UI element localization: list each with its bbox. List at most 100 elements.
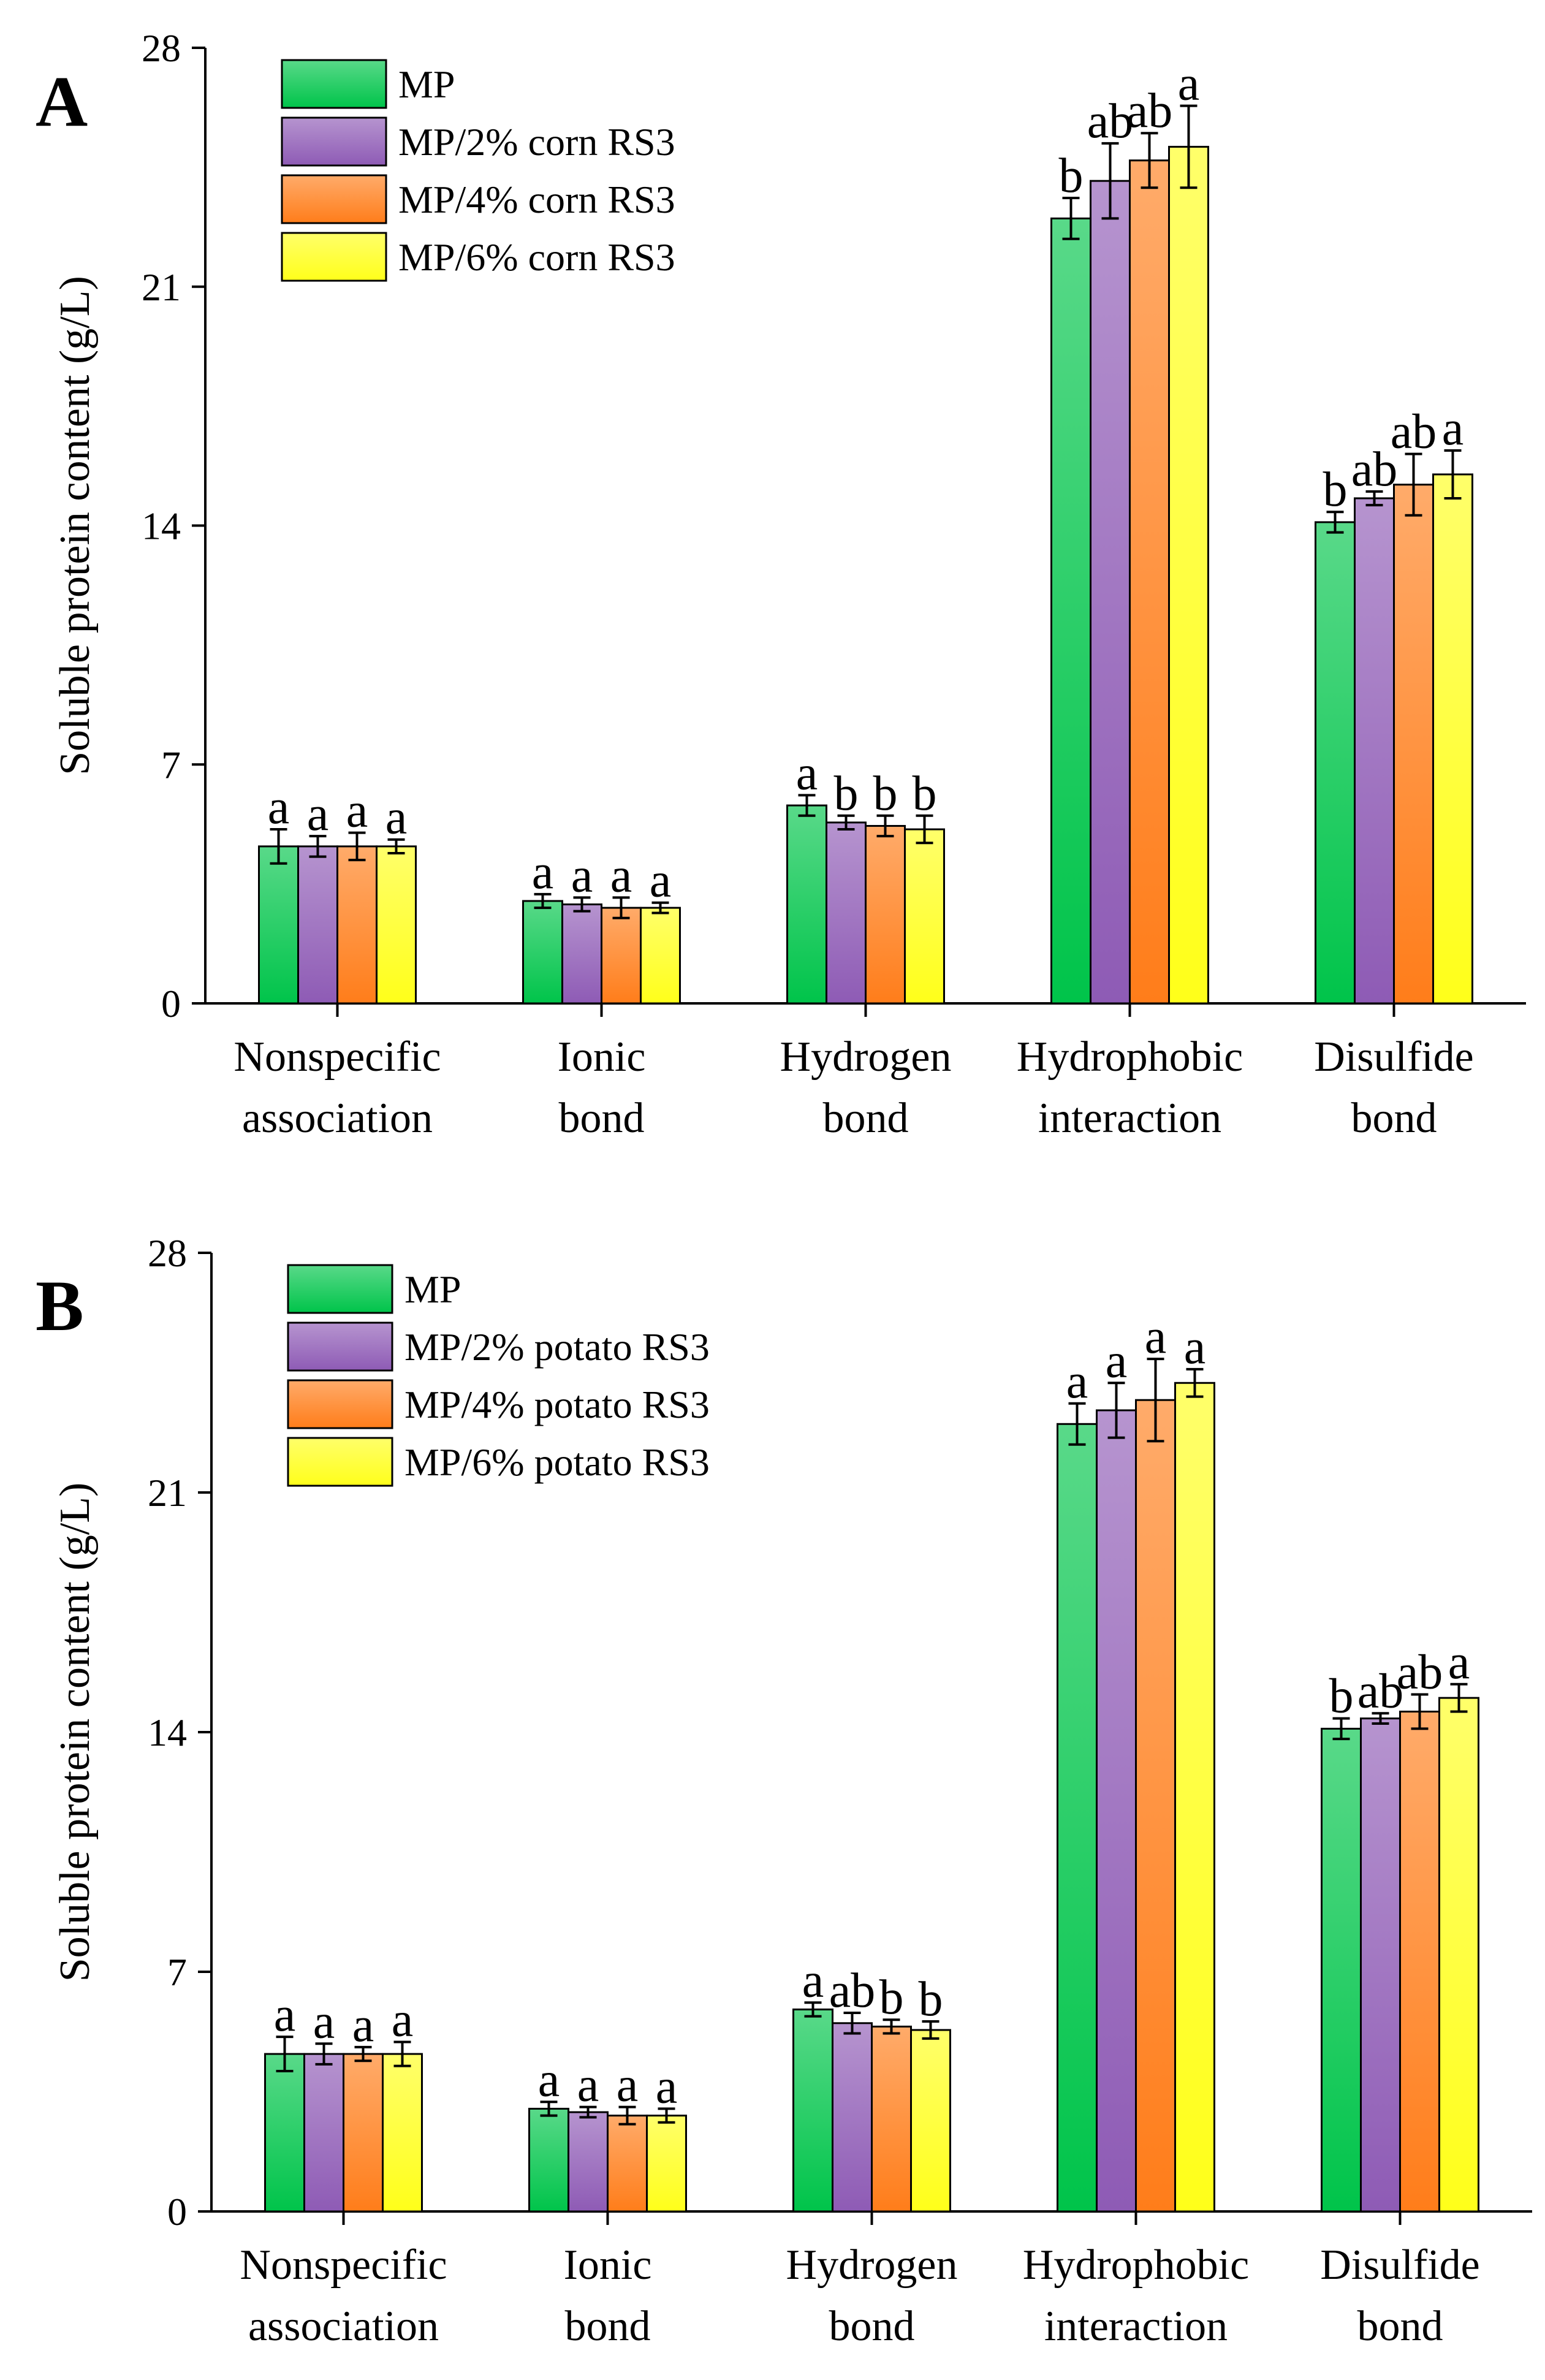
y-axis-title: Soluble protein content (g/L) (51, 1483, 99, 1982)
significance-label: a (385, 791, 408, 845)
panel-label: A (36, 61, 88, 142)
panel-label: B (36, 1266, 84, 1346)
significance-label: b (879, 1971, 904, 2025)
significance-label: a (346, 784, 368, 838)
bar (376, 845, 417, 1005)
bar (336, 845, 378, 1005)
significance-label: b (1059, 149, 1084, 203)
bar (865, 824, 906, 1005)
significance-label: a (1145, 1310, 1167, 1364)
x-tick-label: bond (823, 1095, 909, 1142)
y-axis-title: Soluble protein content (g/L) (51, 276, 99, 775)
x-tick-label: bond (829, 2303, 915, 2350)
significance-label: a (538, 2053, 560, 2107)
bar (1432, 473, 1473, 1005)
bar (607, 2115, 648, 2213)
bar (1168, 145, 1209, 1005)
significance-label: b (1323, 463, 1348, 517)
bar (1090, 180, 1131, 1005)
bar (1360, 1717, 1401, 2213)
legend-swatch (287, 1264, 393, 1314)
bar (568, 2111, 609, 2213)
significance-label: b (913, 767, 937, 821)
significance-label: ab (1391, 405, 1437, 459)
bar (297, 845, 338, 1005)
significance-label: a (1184, 1320, 1206, 1374)
y-tick-label: 28 (148, 1231, 187, 1275)
x-tick-label: bond (1357, 2303, 1443, 2350)
legend-swatch (287, 1379, 393, 1429)
legend-label: MP/6% corn RS3 (398, 235, 675, 279)
legend-label: MP (404, 1268, 461, 1311)
significance-label: b (834, 767, 859, 821)
bar (904, 828, 945, 1005)
legend-swatch (281, 232, 387, 282)
bar (826, 821, 867, 1005)
significance-label: ab (1357, 1664, 1404, 1718)
bar (1096, 1409, 1137, 2213)
significance-label: ab (829, 1964, 876, 2018)
significance-label: a (307, 787, 329, 841)
bar (343, 2053, 384, 2213)
bar (1057, 1423, 1098, 2213)
y-tick-label: 7 (161, 743, 181, 786)
bar (264, 2053, 305, 2213)
x-tick-label: Ionic (564, 2241, 652, 2289)
significance-label: a (571, 848, 593, 902)
bar (792, 2008, 833, 2213)
x-tick-label: Disulfide (1320, 2241, 1480, 2289)
legend-swatch (281, 174, 387, 224)
significance-label: a (796, 746, 818, 800)
bar (1399, 1710, 1440, 2213)
significance-label: a (802, 1953, 824, 2007)
x-tick-label: interaction (1044, 2303, 1228, 2350)
significance-label: a (617, 2058, 639, 2112)
bar (303, 2053, 344, 2213)
bar (1393, 484, 1434, 1005)
bar (1135, 1399, 1176, 2213)
x-tick-label: Disulfide (1314, 1033, 1474, 1081)
y-tick-label: 0 (167, 2190, 187, 2234)
bar (1354, 497, 1395, 1005)
bar (1129, 159, 1170, 1005)
bar (646, 2115, 687, 2213)
y-tick-label: 21 (148, 1471, 187, 1515)
bar (522, 900, 563, 1005)
bar (832, 2022, 873, 2213)
bar (910, 2029, 951, 2213)
significance-label: a (352, 1998, 374, 2052)
significance-label: b (873, 767, 898, 821)
legend-swatch (287, 1437, 393, 1487)
significance-label: ab (1126, 84, 1173, 138)
significance-label: a (610, 848, 632, 902)
x-tick-label: Hydrogen (780, 1033, 952, 1081)
x-tick-label: Hydrophobic (1023, 2241, 1249, 2289)
significance-label: a (1442, 401, 1464, 455)
bar (258, 845, 299, 1005)
bar (528, 2107, 569, 2213)
x-tick-label: Hydrogen (786, 2241, 958, 2289)
bar (382, 2053, 423, 2213)
bar (601, 907, 642, 1005)
y-tick-label: 21 (142, 265, 181, 309)
bar (786, 804, 827, 1005)
significance-label: ab (1087, 94, 1134, 148)
significance-label: a (274, 1988, 296, 2042)
bar (1315, 521, 1356, 1005)
x-tick-label: bond (1351, 1095, 1437, 1142)
bar (1438, 1697, 1479, 2213)
y-tick-label: 7 (167, 1950, 187, 1994)
legend-swatch (287, 1321, 393, 1372)
x-tick-label: association (242, 1095, 433, 1142)
bar (1174, 1382, 1215, 2213)
significance-label: a (650, 854, 672, 908)
significance-label: a (313, 1994, 335, 2048)
significance-label: a (392, 1993, 414, 2047)
x-tick-label: bond (559, 1095, 645, 1142)
bar (561, 903, 602, 1005)
significance-label: b (919, 1972, 943, 2026)
legend-label: MP/6% potato RS3 (404, 1440, 710, 1484)
